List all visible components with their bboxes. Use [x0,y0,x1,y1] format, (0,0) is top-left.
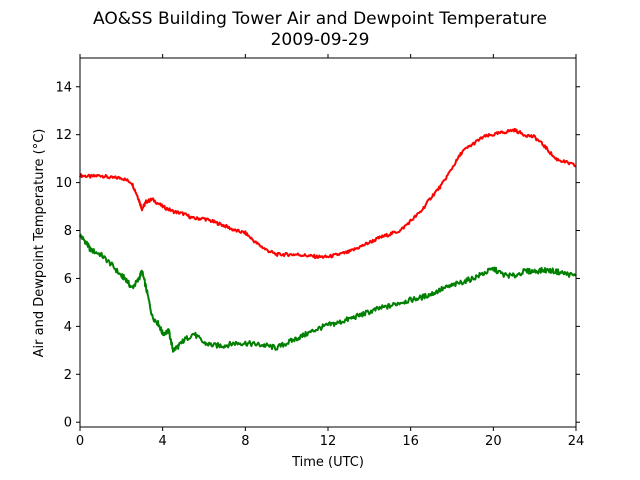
y-tick-label: 10 [55,176,72,191]
plot-frame [79,57,577,428]
y-tick-label: 8 [64,224,72,239]
air-temperature-line [79,127,577,260]
x-tick-label: 12 [320,434,337,449]
x-tick-label: 0 [76,434,84,449]
x-tick-label: 20 [485,434,502,449]
series-layer [79,127,577,353]
x-axis: 0 4 8 12 16 20 24 [76,54,584,449]
x-tick-label: 8 [241,434,249,449]
x-tick-label: 16 [402,434,419,449]
y-tick-label: 12 [55,128,72,143]
y-axis: 0 2 4 6 8 10 12 14 [55,80,580,431]
x-axis-label: Time (UTC) [291,455,364,470]
y-tick-label: 4 [64,320,72,335]
y-tick-label: 14 [55,80,72,95]
x-tick-label: 4 [159,434,167,449]
x-tick-label: 24 [568,434,585,449]
y-axis-label: Air and Dewpoint Temperature (°C) [32,129,47,358]
y-tick-label: 2 [64,368,72,383]
y-tick-label: 0 [64,416,72,431]
dewpoint-temperature-line [79,233,577,353]
chart-subtitle: 2009-09-29 [271,30,370,50]
chart-title: AO&SS Building Tower Air and Dewpoint Te… [93,9,547,29]
y-tick-label: 6 [64,272,72,287]
chart-title-group: AO&SS Building Tower Air and Dewpoint Te… [93,9,547,50]
